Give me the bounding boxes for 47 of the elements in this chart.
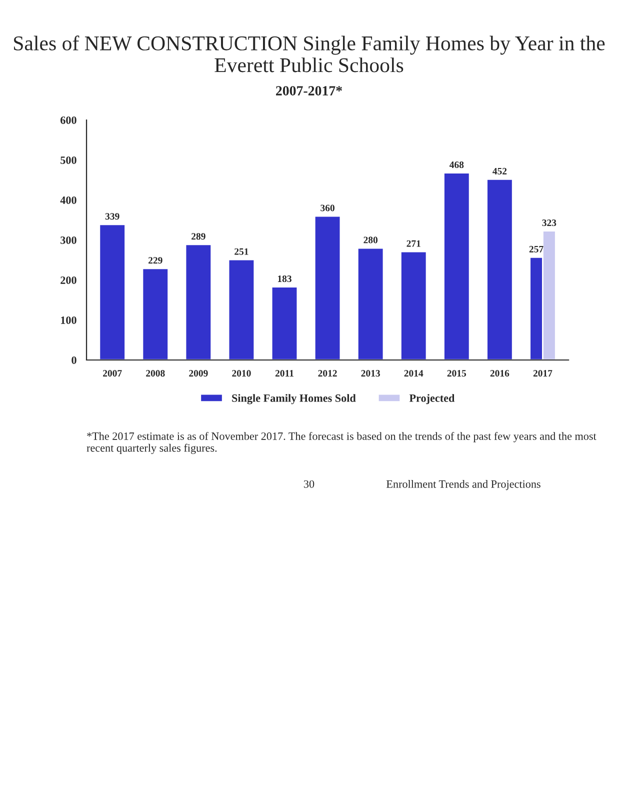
data-label: 280	[364, 236, 378, 244]
bar	[184, 244, 212, 360]
text: Enrollment Trends and Projections	[386, 480, 540, 490]
data-label: 323	[542, 220, 556, 226]
bar	[142, 268, 169, 360]
bar	[486, 178, 514, 360]
x-tick-label: 2013	[361, 370, 380, 377]
data-label: 468	[450, 161, 464, 168]
data-label: 257	[529, 246, 544, 252]
data-label: 452	[492, 168, 507, 174]
bar	[228, 258, 256, 360]
data-label: 271	[406, 240, 420, 247]
data-label: 339	[105, 213, 120, 220]
bar	[98, 224, 126, 360]
x-tick-label: 2016	[490, 370, 510, 377]
y-tick-label: 500	[60, 156, 76, 164]
chart-subtitle: 2007-2017*	[276, 86, 342, 96]
x-tick-label: 2015	[447, 370, 466, 377]
legend-label: Single Family Homes Sold	[232, 394, 356, 404]
x-tick-label: 2011	[275, 370, 294, 377]
x-tick-label: 2010	[232, 370, 251, 377]
bar	[270, 286, 298, 360]
data-label: 289	[192, 233, 206, 240]
bar	[356, 247, 384, 360]
text: 30	[304, 480, 314, 488]
y-tick-label: 0	[72, 356, 76, 364]
x-tick-label: 2017	[533, 370, 552, 377]
y-tick-label: 600	[60, 116, 76, 124]
x-tick-label: 2007	[103, 370, 122, 377]
x-tick-label: 2012	[318, 370, 337, 377]
y-tick-label: 100	[61, 316, 76, 324]
data-label: 229	[148, 257, 162, 264]
bar	[443, 172, 470, 360]
x-tick-label: 2014	[404, 370, 424, 377]
bar	[400, 250, 428, 360]
chart-title: Sales of NEW CONSTRUCTION Single Family Homes by Year in the Everett Public Schools	[14, 36, 605, 72]
data-label: 251	[234, 248, 248, 255]
text: *The 2017 estimate is as of November 2017. The forecast is based on the trends of the past few years and the most recent quarterly sales figures.	[86, 432, 596, 454]
x-tick-label: 2008	[146, 370, 165, 377]
y-tick-label: 400	[60, 196, 76, 204]
x-tick-label: 2009	[189, 370, 208, 377]
legend-label: Projected	[409, 394, 455, 404]
y-tick-label: 300	[60, 236, 76, 244]
bar	[314, 215, 342, 360]
y-tick-label: 200	[60, 276, 76, 284]
data-label: 183	[278, 275, 292, 282]
data-label: 360	[320, 204, 334, 212]
